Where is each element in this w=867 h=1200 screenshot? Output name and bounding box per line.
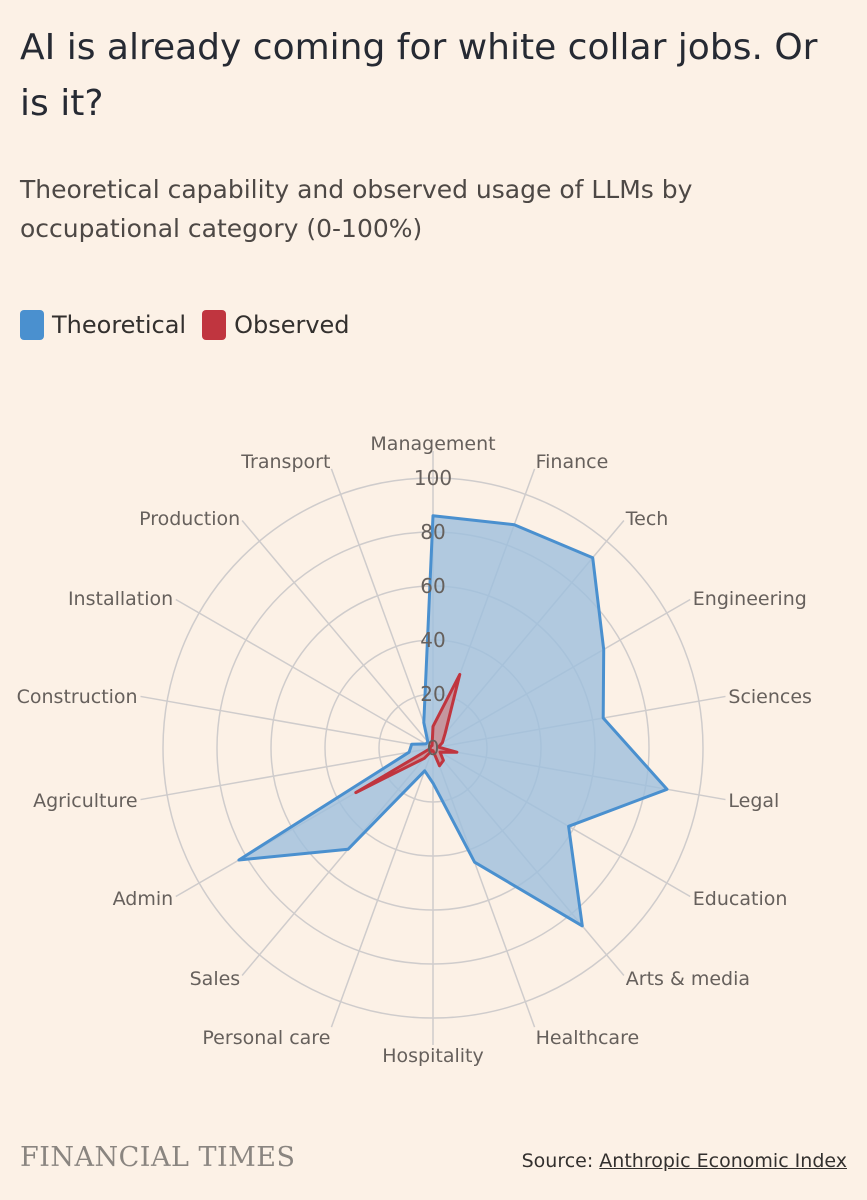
category-label: Hospitality [382, 1045, 484, 1067]
category-label: Sales [190, 968, 241, 990]
spoke [330, 468, 434, 749]
spoke [140, 747, 434, 801]
legend-item-observed[interactable]: Observed [202, 310, 350, 340]
series-observed [354, 672, 462, 795]
tick-label: 0 [427, 736, 440, 760]
category-label: Education [693, 888, 788, 910]
category-label: Management [370, 433, 495, 455]
spoke [241, 520, 434, 749]
legend-label-theoretical: Theoretical [52, 311, 187, 339]
series-theoretical [237, 514, 669, 928]
legend-item-theoretical[interactable]: Theoretical [20, 310, 186, 340]
chart-subtitle: Theoretical capability and observed usag… [20, 175, 693, 243]
radar-chart: 0 20 40 60 80 100 Management Finance Tech Engine… [17, 433, 812, 1067]
category-label: Finance [536, 451, 609, 473]
spoke [140, 695, 434, 749]
legend-label-observed: Observed [234, 311, 350, 339]
category-label: Legal [728, 790, 779, 812]
legend-swatch-theoretical [20, 310, 44, 340]
spoke [330, 747, 434, 1028]
category-label: Agriculture [33, 790, 138, 812]
ft-logo: FINANCIAL TIMES [20, 1142, 296, 1173]
category-label: Production [139, 508, 240, 530]
tick-label: 80 [420, 520, 445, 544]
chart-title: AI is already coming for white collar jo… [20, 27, 818, 124]
category-label: Construction [17, 686, 138, 708]
legend: Theoretical Observed [20, 310, 366, 340]
tick-label: 100 [414, 466, 452, 490]
category-label: Healthcare [536, 1027, 640, 1049]
spoke [175, 598, 434, 749]
radar-tick-labels: 0 20 40 60 80 100 [414, 466, 452, 760]
category-label: Tech [625, 508, 669, 530]
category-label: Installation [68, 588, 173, 610]
source-link[interactable]: Anthropic Economic Index [599, 1150, 847, 1172]
radar-series [237, 514, 669, 928]
category-label: Personal care [202, 1027, 330, 1049]
radar-category-labels: Management Finance Tech Engineering Sciences… [17, 433, 812, 1067]
category-label: Arts & media [626, 968, 750, 990]
category-label: Transport [240, 451, 330, 473]
tick-label: 60 [420, 574, 445, 598]
source-prefix: Source: [521, 1150, 600, 1172]
source-note: Source: Anthropic Economic Index [522, 1150, 847, 1172]
tick-label: 20 [420, 682, 445, 706]
category-label: Admin [113, 888, 174, 910]
category-label: Engineering [693, 588, 807, 610]
category-label: Sciences [728, 686, 812, 708]
tick-label: 40 [420, 628, 445, 652]
legend-swatch-observed [202, 310, 227, 340]
